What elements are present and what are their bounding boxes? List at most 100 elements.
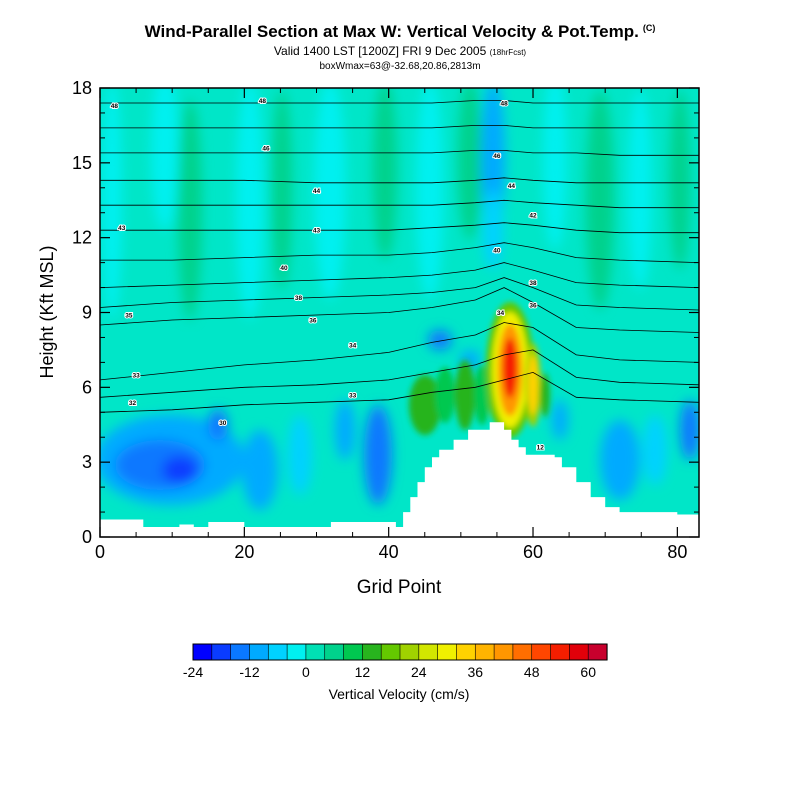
downdraft (680, 400, 699, 460)
downdraft (162, 456, 198, 484)
theta-contour-40 (100, 242, 699, 263)
downdraft (208, 409, 228, 441)
updraft (435, 367, 455, 423)
contour-label: 40 (493, 248, 501, 255)
updraft (540, 373, 550, 417)
colorbar-swatch (211, 643, 232, 661)
contour-label: 42 (529, 213, 537, 220)
subtitle-text: Valid 1400 LST [1200Z] FRI 9 Dec 2005 (273, 44, 487, 58)
upper-bands (102, 88, 690, 320)
colorbar-swatch (399, 643, 420, 661)
theta-contour-42 (100, 222, 699, 234)
y-tick-label: 9 (82, 303, 92, 323)
contour-label: 38 (529, 280, 537, 287)
band (373, 88, 397, 260)
contour-labels: 48 48 48 46 46 44 44 43 43 42 40 40 38 38 35 36 36 34 34 33… (110, 97, 545, 453)
lower-downdrafts (100, 330, 699, 510)
colorbar-tick-label: 12 (355, 664, 371, 680)
colorbar-swatch (324, 643, 345, 661)
colorbar: -24 -12 0 12 24 36 48 60 (183, 643, 608, 680)
y-tick-label: 18 (72, 78, 92, 98)
theta-contour-33 (100, 349, 699, 398)
x-tick-label: 20 (234, 542, 254, 562)
vertical-velocity-field: 48 48 48 46 46 44 44 43 43 42 40 40 38 38 35 36 36 34 34 33… (100, 88, 699, 537)
colorbar-swatch (569, 643, 589, 661)
contour-label: 46 (493, 153, 501, 160)
contour-label: 36 (309, 318, 317, 325)
chart-title: Wind-Parallel Section at Max W: Vertical… (0, 22, 800, 42)
theta-contour-45 (100, 149, 699, 156)
colorbar-swatch (267, 643, 288, 661)
colorbar-tick-label: 0 (302, 664, 310, 680)
contour-label: 34 (497, 310, 505, 317)
theta-contour-36 (100, 277, 699, 311)
colorbar-swatch (418, 643, 439, 661)
colorbar-swatch (380, 643, 401, 661)
band (670, 90, 690, 270)
colorbar-swatch (305, 643, 326, 661)
contour-label: 30 (219, 420, 227, 427)
updraft (474, 365, 490, 425)
contour-label: 38 (295, 295, 303, 302)
downdraft (364, 405, 392, 505)
colorbar-swatch (286, 643, 307, 661)
colorbar-swatch (531, 643, 552, 661)
theta-contour-38 (100, 262, 699, 288)
theta-contours (100, 100, 699, 413)
colorbar-tick-label: -24 (183, 664, 203, 680)
band (458, 88, 482, 240)
contour-label: 48 (111, 103, 119, 110)
colorbar-frame (192, 643, 608, 661)
contour-label: 34 (349, 342, 357, 349)
theta-contour-35 (100, 287, 699, 333)
colorbar-swatch (343, 643, 363, 661)
theta-contour-43 (100, 199, 699, 209)
theta-contour-46 (100, 125, 699, 129)
band (628, 90, 652, 290)
title-text: Wind-Parallel Section at Max W: Vertical… (144, 22, 639, 41)
y-axis-label: Height (Kft MSL) (37, 245, 57, 378)
contour-label: 40 (280, 265, 288, 272)
downdraft (335, 400, 355, 460)
downdraft (552, 400, 568, 440)
subtitle-forecast: (18hrFcst) (489, 48, 527, 57)
colorbar-swatch (230, 643, 251, 661)
colorbar-swatch (362, 643, 382, 661)
y-tick-label: 15 (72, 153, 92, 173)
colorbar-tick-label: 60 (580, 664, 596, 680)
y-tick-label: 12 (72, 228, 92, 248)
contour-label: 12 (537, 445, 545, 452)
band (543, 88, 567, 250)
x-tick-label: 40 (379, 542, 399, 562)
colorbar-swatch (493, 643, 514, 661)
updraft (503, 338, 517, 398)
band (272, 90, 292, 290)
downdraft (428, 330, 452, 350)
colorbar-tick-label: 48 (524, 664, 540, 680)
contour-label: 36 (529, 303, 537, 310)
updraft (455, 360, 475, 430)
downdraft (600, 420, 640, 500)
x-tick-label: 0 (95, 542, 105, 562)
colorbar-swatch (512, 643, 533, 661)
contour-label: 35 (125, 313, 133, 320)
colorbar-swatch (456, 643, 476, 661)
chart-subtitle-2: boxWmax=63@-32.68,20.86,2813m (319, 61, 481, 72)
colorbar-swatch (550, 643, 570, 661)
contour-label: 32 (129, 400, 137, 407)
updraft (528, 355, 538, 415)
band (586, 90, 614, 310)
colorbar-swatch (249, 643, 269, 661)
x-tick-label: 60 (523, 542, 543, 562)
updraft (409, 375, 441, 435)
contour-label: 43 (313, 228, 321, 235)
contour-label: 48 (500, 101, 508, 108)
band (236, 88, 264, 320)
y-tick-label: 3 (82, 452, 92, 472)
x-axis-label: Grid Point (357, 577, 442, 598)
theta-contour-32 (100, 371, 699, 413)
downdraft (288, 415, 312, 495)
downdraft (643, 415, 667, 485)
